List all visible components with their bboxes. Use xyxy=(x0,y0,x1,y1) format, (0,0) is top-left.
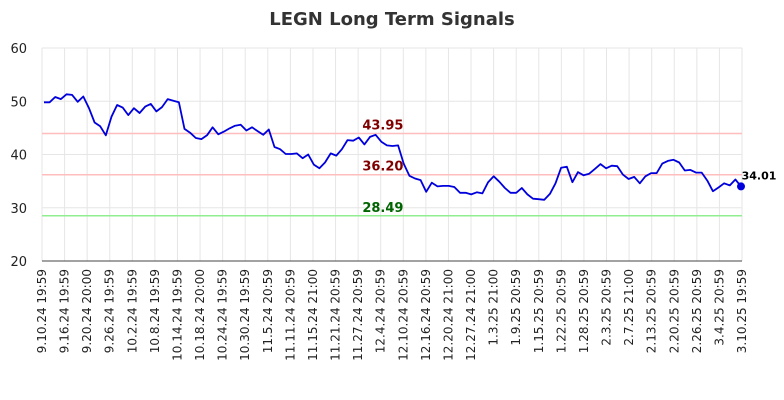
reference-line-label: 36.20 xyxy=(362,160,403,175)
x-tick-label: 9.26.24 19:59 xyxy=(103,269,117,353)
x-tick-label: 12.4.24 20:59 xyxy=(374,269,388,353)
x-tick-label: 12.20.24 21:00 xyxy=(441,269,455,361)
x-tick-label: 11.5.24 20:59 xyxy=(261,269,275,353)
x-tick-label: 11.15.24 21:00 xyxy=(306,269,320,361)
y-tick-label: 20 xyxy=(10,255,27,270)
x-tick-label: 11.27.24 20:59 xyxy=(351,269,365,361)
x-tick-label: 2.26.25 20:59 xyxy=(690,269,704,353)
x-tick-label: 2.3.25 20:59 xyxy=(600,269,614,346)
x-tick-label: 9.16.24 19:59 xyxy=(58,269,72,353)
labels: 43.95 36.20 28.49 34.01 xyxy=(362,118,776,215)
x-tick-label: 10.8.24 19:59 xyxy=(148,269,162,353)
series xyxy=(44,93,745,201)
x-tick-label: 10.24.24 19:59 xyxy=(216,269,230,361)
x-tick-label: 12.27.24 21:00 xyxy=(464,269,478,361)
x-tick-label: 2.13.25 20:59 xyxy=(645,269,659,353)
x-tick-label: 9.10.24 19:59 xyxy=(35,269,49,353)
reference-lines xyxy=(42,132,742,217)
y-tick-label: 50 xyxy=(10,95,27,110)
x-tick-label: 11.21.24 20:59 xyxy=(329,269,343,361)
y-tick-label: 60 xyxy=(10,42,27,57)
last-point-marker xyxy=(737,182,745,191)
x-tick-label: 12.10.24 20:59 xyxy=(396,269,410,361)
reference-line-label: 43.95 xyxy=(362,118,403,133)
chart-title: LEGN Long Term Signals xyxy=(269,9,515,30)
x-tick-label: 2.20.25 20:59 xyxy=(667,269,681,353)
price-line xyxy=(44,93,742,201)
x-tick-label: 2.7.25 21:00 xyxy=(622,269,636,346)
x-tick-label: 12.16.24 20:59 xyxy=(419,269,433,361)
last-value-label: 34.01 xyxy=(742,169,777,182)
axes: 20 30 40 50 60 9.10.24 19:59 9.16.24 19:59 9.20… xyxy=(10,42,749,361)
x-tick-label: 10.30.24 19:59 xyxy=(238,269,252,361)
x-tick-label: 9.20.24 20:00 xyxy=(80,269,94,353)
x-tick-label: 10.2.24 19:59 xyxy=(125,269,139,353)
y-tick-label: 40 xyxy=(10,149,27,164)
x-tick-label: 11.11.24 20:59 xyxy=(283,269,297,361)
x-tick-label: 10.18.24 20:00 xyxy=(193,269,207,361)
grid xyxy=(41,47,743,262)
x-tick-label: 10.14.24 19:59 xyxy=(170,269,184,361)
x-tick-label: 1.28.25 20:59 xyxy=(577,269,591,353)
x-tick-label: 3.10.25 19:59 xyxy=(735,269,749,353)
x-tick-label: 1.3.25 21:00 xyxy=(487,269,501,346)
y-tick-label: 30 xyxy=(10,202,27,217)
x-tick-label: 1.9.25 20:59 xyxy=(509,269,523,346)
x-tick-label: 1.22.25 20:59 xyxy=(554,269,568,353)
reference-line-label: 28.49 xyxy=(362,201,403,216)
x-tick-label: 3.4.25 20:59 xyxy=(712,269,726,346)
x-tick-label: 1.15.25 20:59 xyxy=(532,269,546,353)
